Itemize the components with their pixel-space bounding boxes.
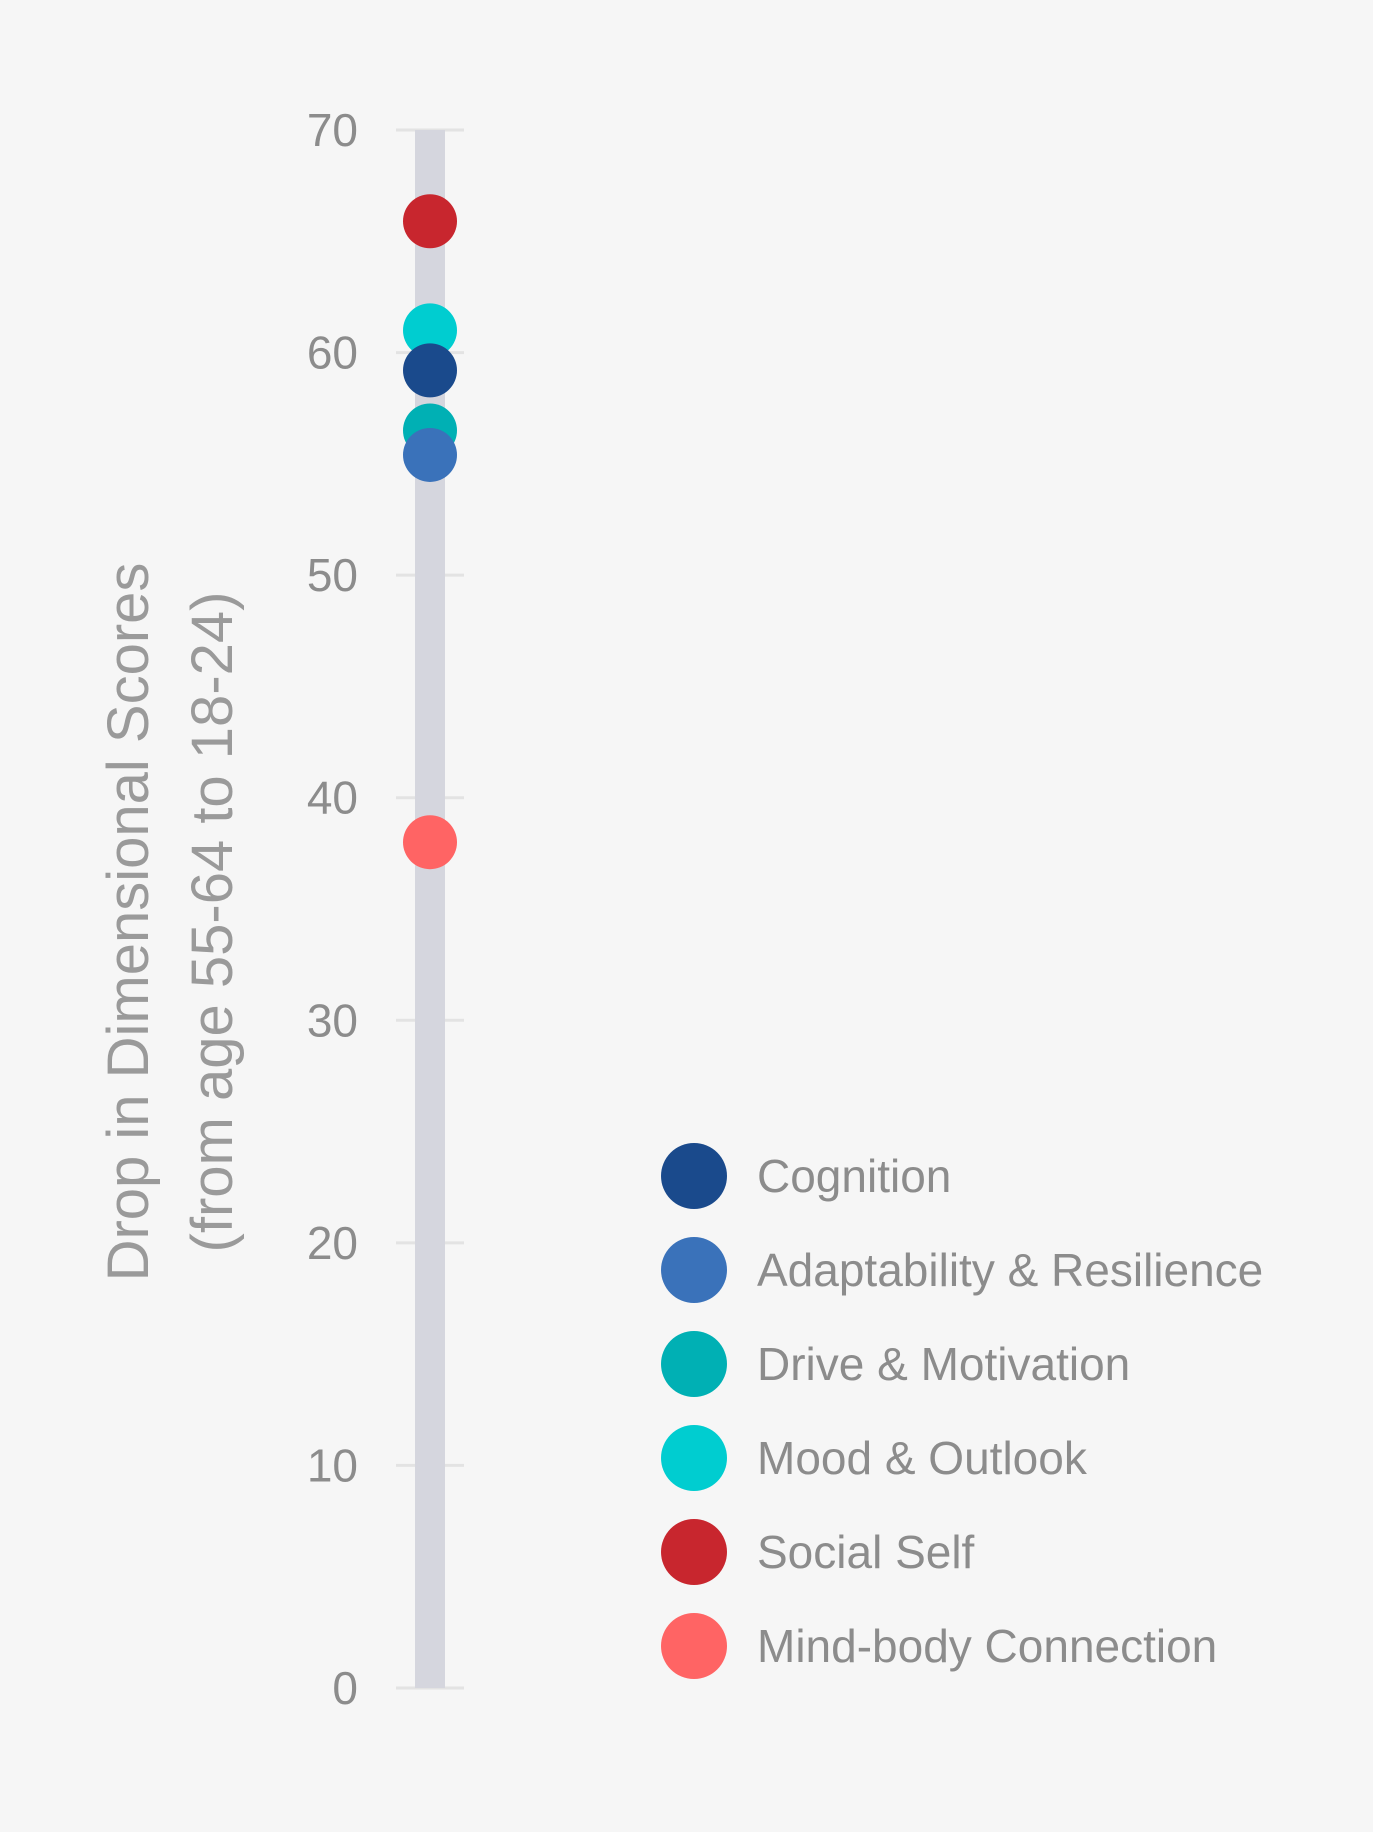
y-tick-labels: 0 10 20 30 40 50 60 70: [307, 104, 358, 1714]
legend-label-adaptability-resilience: Adaptability & Resilience: [757, 1244, 1263, 1296]
legend: Cognition Adaptability & Resilience Drive …: [661, 1143, 1263, 1679]
y-tick-label-70: 70: [307, 104, 358, 156]
point-social-self: [403, 194, 457, 249]
legend-item-drive-motivation: Drive & Motivation: [661, 1331, 1130, 1397]
y-tick-label-0: 0: [332, 1662, 358, 1714]
legend-label-cognition: Cognition: [757, 1150, 951, 1202]
legend-swatch-social-self: [661, 1519, 727, 1585]
legend-swatch-mood-outlook: [661, 1425, 727, 1491]
y-tick-label-40: 40: [307, 772, 358, 824]
y-axis-title: Drop in Dimensional Scores (from age 55-…: [96, 563, 245, 1282]
y-tick-label-50: 50: [307, 549, 358, 601]
y-tick-label-60: 60: [307, 327, 358, 379]
legend-label-mood-outlook: Mood & Outlook: [757, 1432, 1088, 1484]
legend-label-drive-motivation: Drive & Motivation: [757, 1338, 1130, 1390]
legend-item-cognition: Cognition: [661, 1143, 951, 1209]
legend-swatch-adaptability-resilience: [661, 1237, 727, 1303]
legend-item-mind-body-connection: Mind-body Connection: [661, 1613, 1217, 1679]
legend-label-mind-body-connection: Mind-body Connection: [757, 1620, 1217, 1672]
legend-swatch-cognition: [661, 1143, 727, 1209]
legend-item-adaptability-resilience: Adaptability & Resilience: [661, 1237, 1263, 1303]
legend-item-social-self: Social Self: [661, 1519, 975, 1585]
legend-swatch-drive-motivation: [661, 1331, 727, 1397]
legend-swatch-mind-body-connection: [661, 1613, 727, 1679]
point-mind-body-connection: [403, 815, 457, 870]
y-axis-title-line1: Drop in Dimensional Scores: [96, 563, 161, 1282]
point-mood-outlook: [403, 303, 457, 358]
y-axis-title-line2: (from age 55-64 to 18-24): [180, 592, 245, 1253]
y-tick-label-10: 10: [307, 1439, 358, 1491]
legend-item-mood-outlook: Mood & Outlook: [661, 1425, 1088, 1491]
point-cognition: [403, 343, 457, 398]
point-adaptability-resilience: [403, 427, 457, 482]
y-tick-label-20: 20: [307, 1217, 358, 1269]
legend-label-social-self: Social Self: [757, 1526, 975, 1578]
data-points: [403, 194, 457, 870]
y-tick-label-30: 30: [307, 994, 358, 1046]
